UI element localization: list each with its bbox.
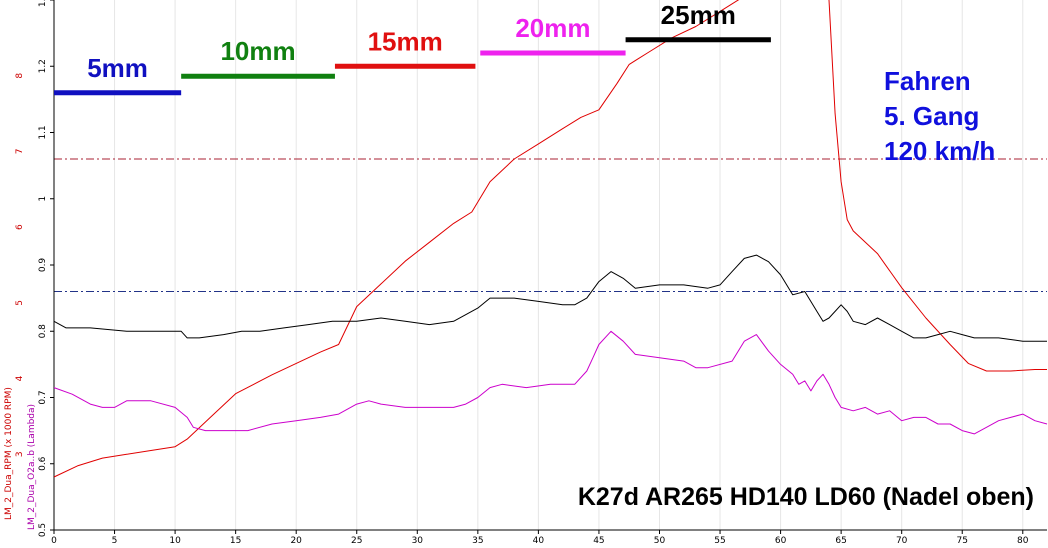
lambda-axis-label: LM_2_Dua_O2a..b (Lambda) — [27, 404, 37, 530]
condition-line-2: 5. Gang — [884, 101, 979, 131]
series-line-lambda — [53, 254, 1047, 342]
x-tick-label: 80 — [1017, 536, 1029, 546]
x-tick-label: 50 — [654, 536, 666, 546]
rpm-axis-label: LM_2_Dua_RPM (x 1000 RPM) — [4, 387, 14, 520]
x-tick-label: 20 — [290, 536, 302, 546]
grid-lines — [53, 0, 1024, 530]
lambda-tick-label: 1.3 — [38, 0, 48, 7]
x-tick-label: 5 — [112, 536, 118, 546]
x-tick-label: 70 — [896, 536, 908, 546]
x-tick-label: 55 — [714, 536, 725, 546]
rpm-tick-label: 4 — [15, 375, 25, 381]
x-tick-label: 45 — [593, 536, 604, 546]
series-line-rpm — [53, 0, 1047, 478]
x-tick-label: 60 — [775, 536, 787, 546]
x-tick-label: 15 — [230, 536, 241, 546]
reference-lines — [54, 158, 1047, 292]
segment-label-20mm: 20mm — [515, 13, 590, 43]
lambda-tick-label: 0.8 — [38, 324, 48, 339]
x-tick-label: 25 — [351, 536, 362, 546]
plot-series — [53, 0, 1048, 478]
x-tick-label: 75 — [957, 536, 968, 546]
segment-label-5mm: 5mm — [87, 53, 148, 83]
condition-line-3: 120 km/h — [884, 136, 995, 166]
rpm-tick-label: 7 — [15, 149, 25, 155]
lambda-tick-label: 1 — [38, 196, 48, 202]
segment-label-15mm: 15mm — [368, 26, 443, 56]
axes: 0 5 10 15 20 25 30 35 40 45 50 55 60 65 70 75 803456780.… — [15, 0, 1047, 546]
lambda-tick-label: 0.9 — [38, 258, 48, 273]
x-tick-label: 30 — [412, 536, 424, 546]
rpm-tick-label: 6 — [15, 224, 25, 230]
x-tick-label: 35 — [472, 536, 483, 546]
x-tick-label: 65 — [835, 536, 846, 546]
x-tick-label: 0 — [51, 536, 57, 546]
segment-label-10mm: 10mm — [220, 36, 295, 66]
lambda-tick-label: 0.5 — [38, 523, 48, 537]
series-line-o2b — [53, 330, 1048, 435]
x-tick-label: 10 — [169, 536, 181, 546]
chart-title: K27d AR265 HD140 LD60 (Nadel oben) — [578, 483, 1034, 511]
rpm-tick-label: 8 — [15, 73, 25, 79]
segment-label-25mm: 25mm — [661, 0, 736, 30]
lambda-tick-label: 1.2 — [38, 59, 48, 73]
lambda-tick-label: 0.7 — [38, 390, 48, 404]
lambda-tick-label: 1.1 — [38, 125, 48, 139]
lambda-tick-label: 0.6 — [38, 456, 48, 471]
condition-line-1: Fahren — [884, 66, 971, 96]
x-tick-label: 40 — [533, 536, 545, 546]
rpm-tick-label: 5 — [15, 300, 25, 306]
segment-markers: 5mm 10mm 15mm 20mm 25mm — [54, 0, 771, 96]
rpm-tick-label: 3 — [15, 451, 25, 457]
